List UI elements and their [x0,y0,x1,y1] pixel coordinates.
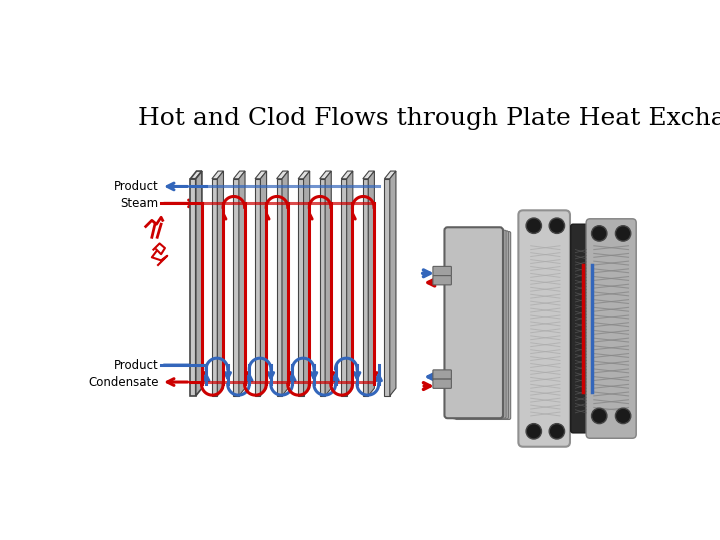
FancyBboxPatch shape [586,219,636,438]
Polygon shape [304,171,310,396]
FancyBboxPatch shape [453,231,508,418]
Text: Hot and Clod Flows through Plate Heat Exchangers: Hot and Clod Flows through Plate Heat Ex… [138,107,720,130]
Polygon shape [261,171,266,396]
Polygon shape [363,179,368,396]
Circle shape [526,218,541,233]
Polygon shape [384,171,396,179]
Polygon shape [217,171,223,396]
Polygon shape [368,171,374,396]
Polygon shape [255,171,266,179]
Text: Condensate: Condensate [89,375,159,389]
Circle shape [549,218,564,233]
Polygon shape [320,179,325,396]
Circle shape [526,423,541,439]
FancyBboxPatch shape [518,211,570,447]
Polygon shape [341,171,353,179]
Polygon shape [346,171,353,396]
Polygon shape [320,171,331,179]
Polygon shape [298,171,310,179]
Circle shape [549,423,564,439]
FancyBboxPatch shape [433,370,451,379]
Text: Product: Product [114,359,159,372]
Text: Product: Product [114,180,159,193]
Polygon shape [325,171,331,396]
Polygon shape [282,171,288,396]
Polygon shape [233,171,245,179]
Polygon shape [276,171,288,179]
Polygon shape [212,179,217,396]
Polygon shape [255,179,261,396]
Polygon shape [341,179,346,396]
FancyBboxPatch shape [433,266,451,275]
Polygon shape [298,179,304,396]
Polygon shape [384,179,390,396]
FancyBboxPatch shape [433,275,451,285]
Polygon shape [239,171,245,396]
Text: Steam: Steam [121,197,159,210]
FancyBboxPatch shape [444,227,503,418]
Polygon shape [276,179,282,396]
Circle shape [616,226,631,241]
Circle shape [616,408,631,423]
FancyBboxPatch shape [451,230,506,418]
FancyBboxPatch shape [449,230,504,417]
Polygon shape [212,171,223,179]
Polygon shape [190,179,196,396]
FancyBboxPatch shape [571,224,590,433]
Circle shape [592,226,607,241]
Polygon shape [363,171,374,179]
Polygon shape [390,171,396,396]
Polygon shape [233,179,239,396]
FancyBboxPatch shape [455,232,510,420]
Polygon shape [190,171,202,179]
FancyBboxPatch shape [433,379,451,388]
Circle shape [592,408,607,423]
Polygon shape [196,171,202,396]
